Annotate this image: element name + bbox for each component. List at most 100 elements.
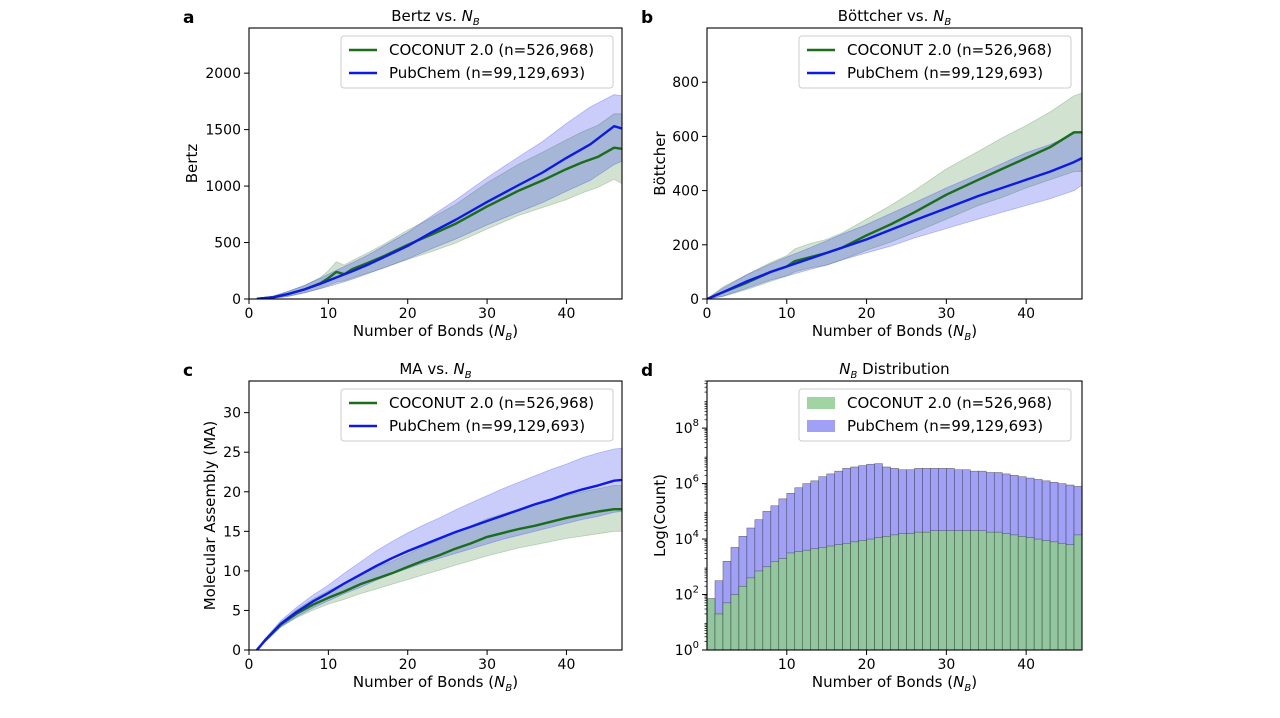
bar-d-0-46 [1073, 534, 1082, 650]
y-axis-label-a: Bertz [183, 144, 201, 184]
plot-area-d [707, 463, 1082, 650]
bar-d-0-38 [1009, 534, 1019, 650]
legend-swatch-d-0 [807, 397, 835, 409]
chart-title-b: Böttcher vs. NB [838, 7, 952, 28]
chart-title-c: MA vs. NB [399, 360, 471, 381]
bar-d-0-34 [978, 530, 987, 650]
bar-d-0-14 [818, 547, 827, 650]
ytick-label-c-30: 30 [223, 406, 241, 422]
bar-d-0-15 [826, 545, 835, 650]
ytick-label-c-25: 25 [223, 445, 241, 461]
chart-title-d: NB Distribution [839, 360, 949, 381]
bar-d-0-45 [1065, 544, 1075, 650]
ytick-label-a-1000: 1000 [205, 179, 241, 195]
bar-d-0-43 [1049, 541, 1059, 650]
ytick-label-b-200: 200 [672, 238, 699, 254]
xtick-label-b-0: 0 [703, 306, 712, 322]
ytick-label-c-10: 10 [223, 564, 241, 580]
axes-frame-a [248, 27, 623, 300]
bar-d-0-41 [1033, 538, 1043, 650]
xtick-label-b-30: 30 [937, 306, 955, 322]
panel-c: 0 10 20 30 40 0 5 10 15 20 25 30 MA vs. NB c Number o… [183, 360, 623, 694]
chart-title-a: Bertz vs. NB [391, 7, 480, 28]
ytick-label-a-500: 500 [214, 236, 241, 252]
panel-letter-a: a [183, 8, 194, 28]
legend-b: COCONUT 2.0 (n=526,968) PubChem (n=99,129… [798, 35, 1072, 89]
xtick-label-c-10: 10 [319, 657, 337, 673]
axes-frame-c [248, 380, 623, 651]
panel-a: 0 10 20 30 40 0 500 1000 1500 2000 Bertz vs. NB a N… [183, 7, 623, 343]
bar-d-0-16 [834, 544, 843, 650]
panel-letter-b: b [641, 8, 653, 28]
x-axis-label-a: Number of Bonds (NB) [353, 322, 518, 343]
bar-d-0-7 [762, 566, 772, 650]
panel-letter-d: d [641, 361, 653, 381]
xtick-label-a-20: 20 [399, 306, 417, 322]
bar-d-0-25 [906, 533, 915, 650]
ytick-label-c-5: 5 [232, 603, 241, 619]
bar-d-0-39 [1017, 536, 1027, 650]
bar-d-0-19 [858, 540, 867, 650]
legend-box-c [340, 388, 614, 442]
y-axis-label-c: Molecular Assembly (MA) [201, 421, 219, 611]
y-axis-label-b: Böttcher [651, 130, 669, 195]
bar-d-0-21 [874, 537, 883, 650]
ytick-label-d-0: 100 [675, 640, 699, 659]
xtick-label-b-20: 20 [858, 306, 876, 322]
bar-d-0-40 [1025, 537, 1035, 650]
legend-c: COCONUT 2.0 (n=526,968) PubChem (n=99,129… [340, 388, 614, 442]
plot-area-b [707, 92, 1082, 299]
bar-d-0-31 [954, 530, 963, 650]
xtick-label-c-40: 40 [558, 657, 576, 673]
xtick-label-d-20: 20 [858, 657, 876, 673]
bar-d-0-20 [866, 538, 875, 650]
y-axis-label-d: Log(Count) [651, 474, 669, 557]
bar-d-0-24 [898, 533, 907, 650]
bar-d-0-1 [714, 613, 724, 650]
bar-d-0-44 [1057, 542, 1067, 650]
panel-d: 10 20 30 40 100 102 104 106 108 NB Distribution d N… [641, 360, 1083, 694]
legend-label-d-1: PubChem (n=99,129,693) [847, 417, 1043, 435]
x-axis-label-c: Number of Bonds (NB) [353, 673, 518, 694]
series-line-b-1 [707, 157, 1082, 299]
ytick-label-a-1500: 1500 [205, 123, 241, 139]
plot-area-a [256, 94, 622, 299]
ytick-label-b-0: 0 [690, 292, 699, 308]
bar-d-0-4 [738, 585, 748, 650]
ytick-label-c-15: 15 [223, 524, 241, 540]
legend-label-b-0: COCONUT 2.0 (n=526,968) [847, 41, 1052, 59]
axes-frame-b [706, 27, 1083, 300]
legend-box-d [798, 388, 1072, 442]
legend-box-a [340, 35, 614, 89]
bar-d-0-18 [850, 541, 859, 650]
ytick-label-c-20: 20 [223, 485, 241, 501]
ytick-label-d-4: 104 [675, 529, 699, 548]
x-axis-label-b: Number of Bonds (NB) [812, 322, 977, 343]
ytick-label-c-0: 0 [232, 643, 241, 659]
bar-d-0-5 [746, 577, 756, 650]
bar-d-0-11 [794, 551, 804, 650]
bar-d-0-3 [730, 594, 740, 650]
band-b-0 [707, 92, 1082, 299]
legend-swatch-d-1 [807, 420, 835, 432]
xtick-label-a-0: 0 [245, 306, 254, 322]
legend-label-b-1: PubChem (n=99,129,693) [847, 64, 1043, 82]
bar-d-0-30 [946, 530, 955, 650]
panel-letter-c: c [183, 361, 193, 381]
ytick-label-a-2000: 2000 [205, 66, 241, 82]
bar-d-0-33 [970, 530, 979, 650]
ytick-label-b-600: 600 [672, 129, 699, 145]
band-c-1 [256, 447, 622, 650]
series-line-c-1 [255, 478, 622, 650]
xtick-label-a-40: 40 [558, 306, 576, 322]
bar-d-0-29 [938, 530, 947, 650]
legend-label-d-0: COCONUT 2.0 (n=526,968) [847, 394, 1052, 412]
legend-box-b [798, 35, 1072, 89]
bar-d-0-23 [890, 534, 899, 650]
bar-d-0-13 [810, 548, 819, 650]
legend-d: COCONUT 2.0 (n=526,968) PubChem (n=99,129… [798, 388, 1072, 442]
bar-d-0-2 [722, 602, 732, 650]
bar-d-0-22 [882, 536, 891, 650]
legend-label-a-1: PubChem (n=99,129,693) [389, 64, 585, 82]
